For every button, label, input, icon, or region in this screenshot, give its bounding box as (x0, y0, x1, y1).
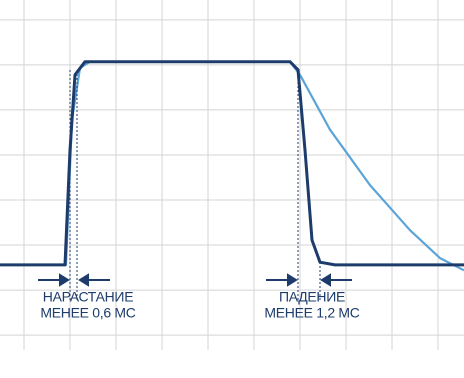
annotation: ПАДЕНИЕ (279, 289, 345, 305)
annotation: МЕНЕЕ 1,2 МС (264, 305, 359, 321)
series-line (0, 60, 464, 267)
annotation: НАРАСТАНИЕ (43, 289, 133, 305)
arrows (38, 273, 352, 287)
annotation: МЕНЕЕ 0,6 МС (40, 305, 135, 321)
markers (69, 70, 321, 300)
